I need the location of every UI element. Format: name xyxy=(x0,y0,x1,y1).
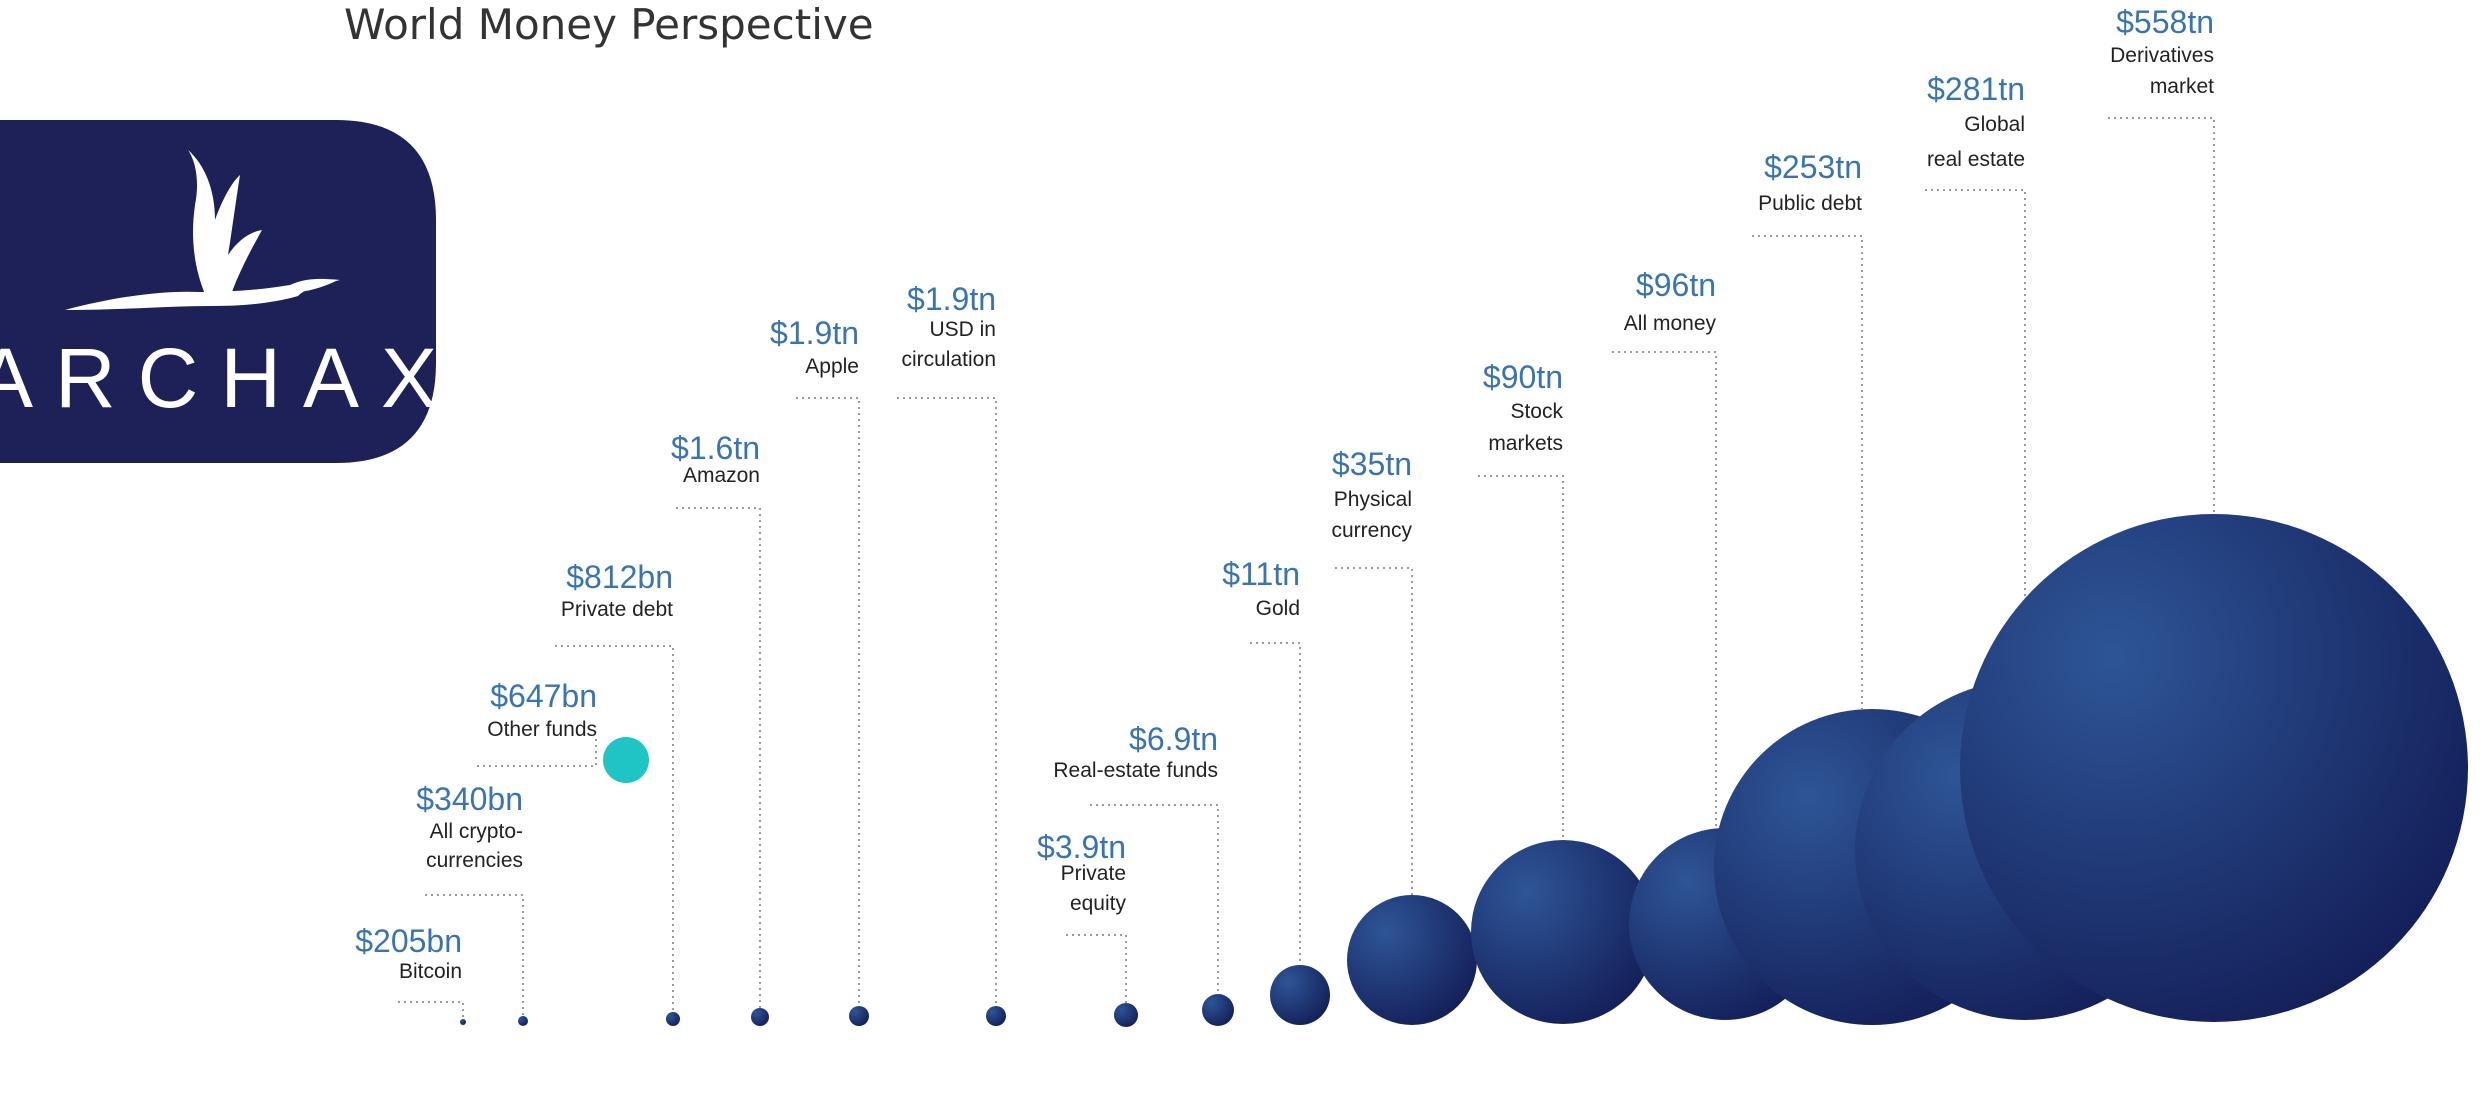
bubble-gold xyxy=(1270,965,1330,1025)
leader-line xyxy=(1925,189,2026,680)
category-label: Global xyxy=(1964,113,2025,136)
value-label: $340bn xyxy=(416,781,523,817)
value-label: $6.9tn xyxy=(1129,721,1218,757)
value-label: $11tn xyxy=(1222,556,1300,592)
category-label: real estate xyxy=(1927,148,2025,171)
category-label: Apple xyxy=(805,355,859,378)
logo-text: ARCHAX xyxy=(0,331,436,425)
leader-line xyxy=(897,397,997,1006)
category-label: market xyxy=(2150,75,2214,98)
category-label: currencies xyxy=(426,849,523,872)
bubble-private-equity xyxy=(1114,1003,1138,1027)
value-label: $558tn xyxy=(2116,4,2214,40)
value-label: $90tn xyxy=(1483,359,1563,395)
category-label: USD in xyxy=(929,318,996,341)
value-label: $253tn xyxy=(1764,149,1862,185)
leader-line xyxy=(1066,934,1127,1003)
category-label: Other funds xyxy=(487,718,597,741)
category-label: Stock xyxy=(1510,400,1563,423)
bubble-bitcoin xyxy=(460,1019,466,1025)
bubble-stock-markets xyxy=(1471,840,1655,1024)
bubble-physical-currency xyxy=(1347,895,1477,1025)
category-label: Real-estate funds xyxy=(1053,759,1218,782)
leader-line xyxy=(796,397,860,1006)
category-label: currency xyxy=(1331,519,1412,542)
chart-title: World Money Perspective xyxy=(344,0,874,49)
leader-line xyxy=(398,1001,464,1019)
value-label: $1.6tn xyxy=(671,430,760,466)
category-label: Public debt xyxy=(1758,192,1862,215)
value-label: $35tn xyxy=(1332,446,1412,482)
leader-line xyxy=(1250,642,1301,965)
value-label: $96tn xyxy=(1636,267,1716,303)
bubble-apple xyxy=(849,1006,869,1026)
leader-line xyxy=(555,645,674,1012)
bubble-derivatives-market xyxy=(1960,514,2468,1022)
bubble-real-estate-funds xyxy=(1202,994,1234,1026)
category-label: Derivatives xyxy=(2110,44,2214,67)
category-label: All money xyxy=(1624,312,1717,335)
category-label: markets xyxy=(1488,432,1563,455)
value-label: $3.9tn xyxy=(1037,829,1126,865)
leader-line xyxy=(1090,804,1219,994)
category-label: Gold xyxy=(1256,597,1300,620)
bubble-other-funds xyxy=(603,737,649,783)
value-label: $647bn xyxy=(490,678,597,714)
value-label: $1.9tn xyxy=(770,315,859,351)
value-label: $205bn xyxy=(355,923,462,959)
category-label: Amazon xyxy=(683,464,760,487)
value-label: $281tn xyxy=(1927,71,2025,107)
category-label: All crypto- xyxy=(430,820,523,843)
heron-icon xyxy=(65,150,340,310)
bubble-all-crypto-currencies xyxy=(518,1016,528,1026)
leader-line xyxy=(425,894,524,1016)
category-label: Private debt xyxy=(561,598,673,621)
leader-line xyxy=(2108,117,2215,514)
leader-line xyxy=(1478,475,1564,840)
leader-line xyxy=(1335,567,1413,895)
bubble-private-debt xyxy=(666,1012,680,1026)
category-label: Bitcoin xyxy=(399,960,462,983)
category-label: Private xyxy=(1061,862,1126,885)
bubble-usd-in-circulation xyxy=(986,1006,1006,1026)
leader-line xyxy=(477,737,597,767)
category-label: equity xyxy=(1070,892,1127,915)
category-label: circulation xyxy=(901,348,996,371)
leader-line xyxy=(1612,351,1717,828)
value-label: $1.9tn xyxy=(907,281,996,317)
bubble-amazon xyxy=(751,1008,769,1026)
leader-line xyxy=(1752,235,1863,709)
archax-logo: ARCHAX xyxy=(0,120,436,463)
category-label: Physical xyxy=(1334,488,1412,511)
leader-line xyxy=(676,507,761,1008)
value-label: $812bn xyxy=(566,559,673,595)
